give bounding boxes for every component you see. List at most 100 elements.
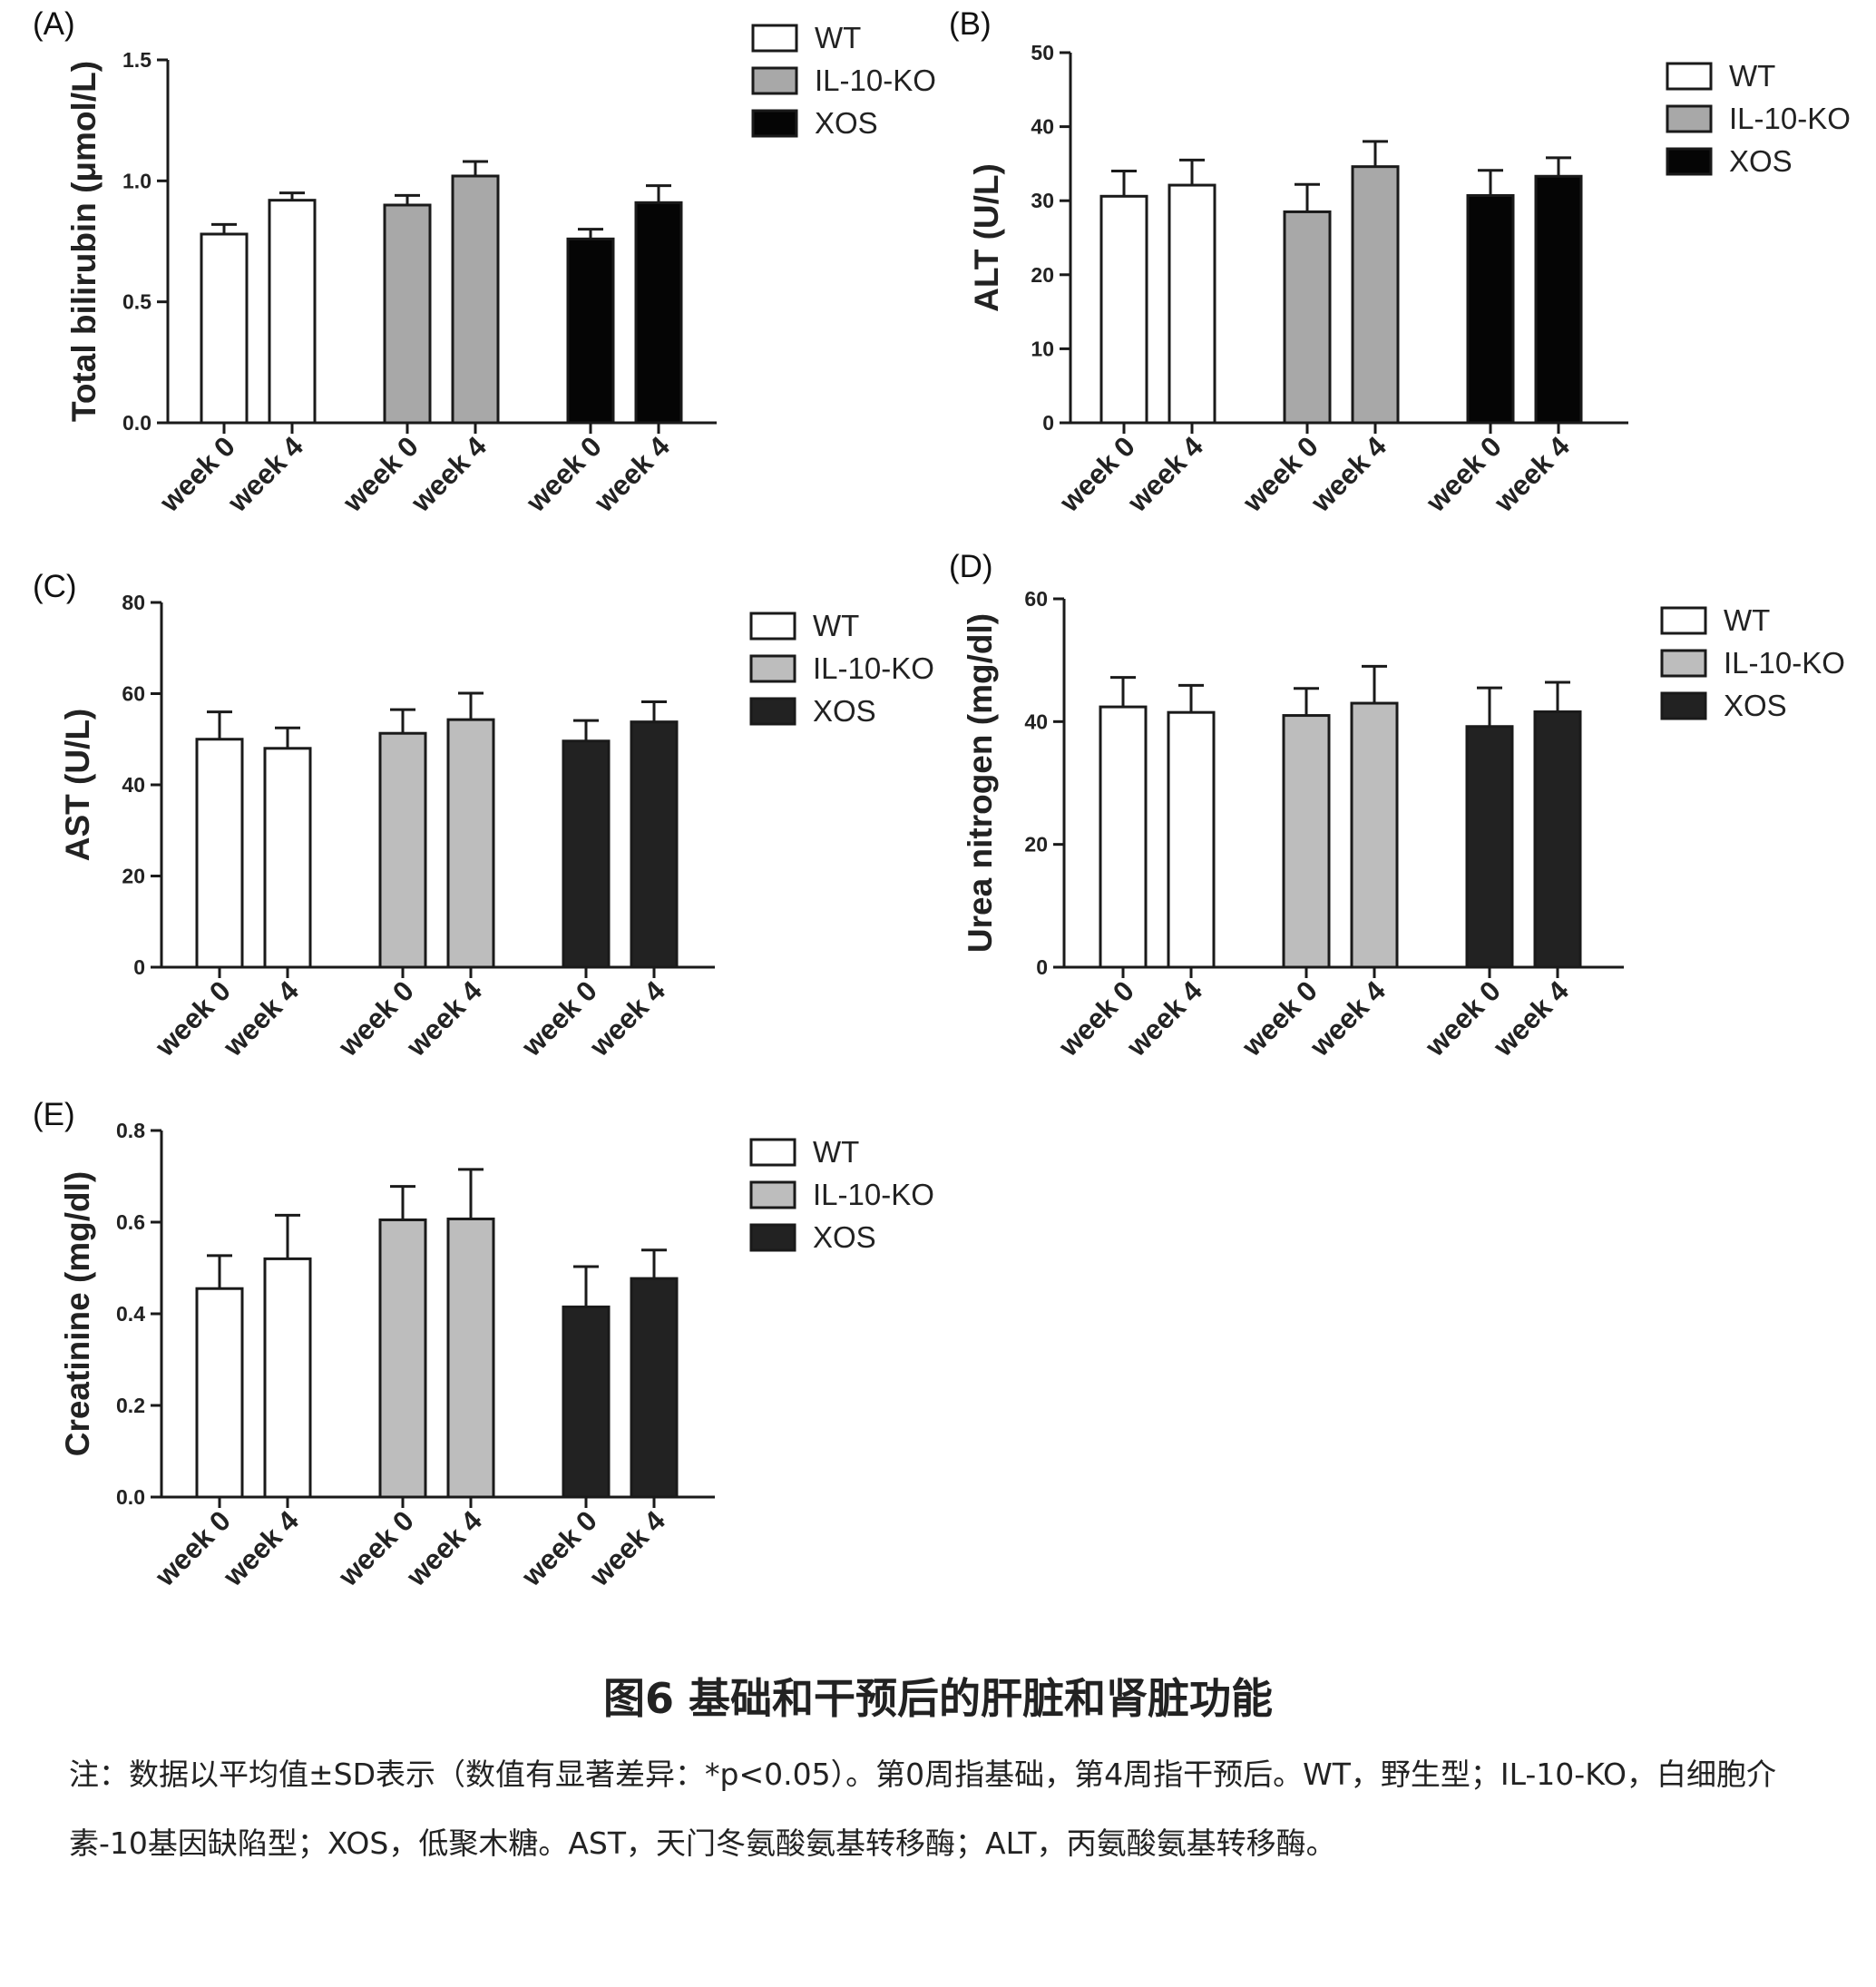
bar-xos-week-4 [1534,174,1583,425]
y-tick-label: 0 [133,955,145,979]
x-tick-label: week 4 [217,1504,306,1593]
legend-label-il-10-ko: IL-10-KO [813,1178,934,1211]
x-tick-label: week 4 [1488,430,1577,519]
y-tick-label: 0.4 [116,1302,145,1326]
bar-xos-week-0 [562,739,611,969]
bar-il-10-ko-week-0 [378,731,427,969]
y-tick-label: 0.6 [116,1210,145,1234]
bar-il-10-ko-week-0 [383,203,432,425]
legend-swatch-xos [1660,691,1707,720]
bar-wt-week-0 [195,1287,244,1499]
legend-label-il-10-ko: IL-10-KO [813,651,934,685]
y-tick-label: 20 [1031,263,1054,287]
bar-il-10-ko-week-0 [1282,714,1331,969]
x-tick-label: week 4 [588,430,677,519]
bar-wt-week-4 [1167,710,1216,969]
bar-xos-week-4 [630,1277,679,1499]
y-tick-label: 80 [122,591,145,614]
chart-panel-a: (A) 0.0 0.5 1.0 1.5 Total bilirubin (μmol/L) w… [33,6,936,519]
panel-label: (E) [33,1097,75,1132]
legend-swatch-wt [749,1138,796,1167]
bar-xos-week-0 [1465,725,1514,969]
legend-label-xos: XOS [813,1220,876,1254]
bar-xos-week-4 [1533,710,1582,969]
x-tick-label: week 4 [1121,430,1210,519]
y-axis-label: ALT (U/L) [968,163,1005,312]
legend-swatch-xos [751,109,798,138]
y-tick-label: 50 [1031,41,1054,64]
legend-swatch-wt [749,612,796,641]
x-tick-label: week 0 [520,430,608,518]
bar-xos-week-0 [1466,193,1515,425]
legend-swatch-wt [1666,62,1713,91]
y-tick-label: 1.5 [122,48,151,72]
bar-xos-week-4 [634,201,683,425]
x-tick-label: week 0 [332,1504,420,1592]
y-axis-label: AST (U/L) [59,709,96,862]
x-tick-label: week 4 [400,1504,489,1593]
bar-il-10-ko-week-0 [378,1218,427,1499]
y-tick-label: 40 [1031,115,1054,139]
bar-xos-week-0 [562,1305,611,1499]
figure-caption-note: 注：数据以平均值±SD表示（数值有显著差异：*p<0.05）。第0周指基础，第4… [69,1757,1777,1861]
bar-xos-week-0 [566,237,615,425]
legend-label-il-10-ko: IL-10-KO [1729,102,1851,135]
y-tick-label: 40 [122,773,145,797]
figure-caption-title: 图6 基础和干预后的肝脏和肾脏功能 [602,1674,1274,1723]
legend-swatch-il-10-ko [749,654,796,683]
bar-wt-week-4 [1168,183,1216,425]
bar-il-10-ko-week-4 [451,174,500,425]
x-tick-label: week 0 [1052,974,1140,1062]
x-tick-label: week 0 [332,974,420,1062]
x-tick-label: week 0 [515,974,603,1062]
bar-wt-week-4 [263,747,312,969]
bar-wt-week-0 [1099,705,1148,969]
x-tick-label: week 0 [149,974,237,1062]
legend-label-xos: XOS [815,106,878,140]
y-tick-label: 0 [1036,955,1048,979]
legend-label-xos: XOS [1724,689,1787,722]
y-tick-label: 40 [1024,710,1048,733]
bar-wt-week-0 [195,738,244,969]
panel-label: (B) [949,6,992,42]
bar-il-10-ko-week-4 [1351,165,1400,425]
y-tick-label: 0.0 [116,1485,145,1509]
x-tick-label: week 4 [1120,974,1209,1063]
legend-label-wt: WT [815,21,861,54]
legend-swatch-il-10-ko [751,66,798,95]
bar-wt-week-4 [263,1257,312,1499]
y-tick-label: 0.5 [122,290,151,314]
x-tick-label: week 4 [405,430,493,519]
panel-label: (D) [949,549,993,584]
legend-swatch-xos [749,1223,796,1252]
panel-label: (A) [33,6,75,42]
y-tick-label: 20 [1024,833,1048,856]
y-tick-label: 0.8 [116,1119,145,1142]
x-tick-label: week 0 [337,430,425,518]
legend-label-il-10-ko: IL-10-KO [815,64,936,97]
y-axis-label: Urea nitrogen (mg/dl) [962,613,999,953]
legend-label-il-10-ko: IL-10-KO [1724,646,1845,680]
x-tick-label: week 4 [1304,974,1392,1063]
y-tick-label: 20 [122,865,145,888]
x-tick-label: week 0 [1419,974,1507,1062]
figure: (A) 0.0 0.5 1.0 1.5 Total bilirubin (μmol/L) w… [33,6,1851,1593]
legend-label-wt: WT [813,609,859,642]
x-tick-label: week 0 [1053,430,1141,518]
x-tick-label: week 4 [217,974,306,1063]
bar-il-10-ko-week-4 [446,718,495,969]
bar-xos-week-4 [630,720,679,969]
y-tick-label: 0.0 [122,411,151,435]
legend-swatch-il-10-ko [1660,649,1707,678]
legend-label-wt: WT [1729,59,1775,93]
x-tick-label: week 0 [1236,430,1324,518]
x-tick-label: week 0 [1420,430,1508,518]
y-tick-label: 60 [122,682,145,706]
y-axis-label: Creatinine (mg/dl) [59,1171,96,1457]
bar-wt-week-0 [1099,194,1148,425]
y-tick-label: 10 [1031,337,1054,360]
x-tick-label: week 4 [583,1504,672,1593]
legend-swatch-xos [1666,147,1713,176]
